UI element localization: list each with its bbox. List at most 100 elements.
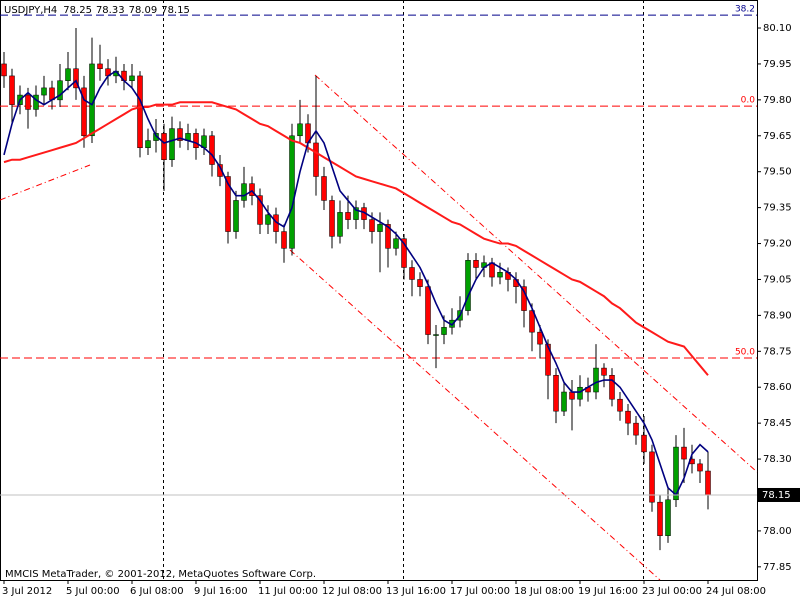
candle-body xyxy=(665,499,671,536)
y-tick-label: 79.80 xyxy=(763,95,792,106)
x-tick-label: 9 Jul 16:00 xyxy=(194,586,248,597)
moving-average xyxy=(3,101,709,376)
channel-lines xyxy=(0,74,758,581)
level-label: 0.0 xyxy=(741,96,756,106)
data-layer: 38.2 0.0 50.0 xyxy=(0,5,757,551)
channel-line xyxy=(289,249,661,581)
last-low: 78.09 xyxy=(129,5,158,16)
y-tick-label: 78.90 xyxy=(763,310,792,321)
candle-body xyxy=(441,327,447,335)
last-price-box xyxy=(758,487,800,502)
header: USDJPY,H4 78.25 78.33 78.09 78.15 xyxy=(4,5,190,16)
symbol: USDJPY,H4 xyxy=(4,5,57,16)
footer: MMCIS MetaTrader, © 2001-2012, MetaQuote… xyxy=(5,569,316,580)
y-tick-label: 79.05 xyxy=(763,274,792,285)
candle-body xyxy=(425,286,431,335)
y-tick-label: 77.85 xyxy=(763,562,792,573)
x-tick-label: 6 Jul 08:00 xyxy=(130,586,184,597)
last-close: 78.15 xyxy=(161,5,190,16)
candle-body xyxy=(129,75,135,81)
candle-body xyxy=(465,260,471,311)
y-tick-label: 79.20 xyxy=(763,239,792,250)
candle-body xyxy=(377,224,383,232)
period-separators xyxy=(163,0,644,580)
candle-body xyxy=(569,391,575,400)
y-tick-label: 80.10 xyxy=(763,23,792,34)
candle-body xyxy=(137,75,143,149)
x-tick-label: 17 Jul 00:00 xyxy=(450,586,510,597)
y-tick-label: 78.30 xyxy=(763,454,792,465)
candle-body xyxy=(473,260,479,268)
y-tick-label: 79.50 xyxy=(763,167,792,178)
candle-body xyxy=(97,63,103,69)
x-tick-label: 24 Jul 08:00 xyxy=(706,586,766,597)
candle-body xyxy=(313,142,319,177)
candle-body xyxy=(577,386,583,400)
candle-body xyxy=(625,410,631,424)
y-tick-label: 79.65 xyxy=(763,131,792,142)
candle-body xyxy=(225,176,231,232)
candle-body xyxy=(297,123,303,137)
candle-body xyxy=(561,391,567,412)
y-tick-label: 79.35 xyxy=(763,203,792,214)
candle-body xyxy=(9,75,15,105)
channel-line xyxy=(0,164,91,201)
candle-body xyxy=(537,331,543,345)
candle-body xyxy=(233,200,239,232)
candle-body xyxy=(697,463,703,472)
candle-body xyxy=(609,375,615,400)
candle-body xyxy=(401,238,407,268)
y-tick-label: 78.60 xyxy=(763,382,792,393)
candle-body xyxy=(417,279,423,287)
x-tick-label: 18 Jul 08:00 xyxy=(514,586,574,597)
last-price-label: 78.15 xyxy=(762,490,791,501)
candle-body xyxy=(681,446,687,460)
candle-body xyxy=(337,212,343,237)
candle-body xyxy=(617,398,623,412)
candle-body xyxy=(145,140,151,149)
candle-body xyxy=(641,434,647,453)
level-label: 38.2 xyxy=(735,5,755,15)
x-tick-label: 12 Jul 08:00 xyxy=(322,586,382,597)
candle-body xyxy=(529,310,535,333)
candle-body xyxy=(169,128,175,160)
candle-body xyxy=(249,183,255,196)
x-tick-label: 19 Jul 16:00 xyxy=(578,586,638,597)
x-tick-label: 5 Jul 00:00 xyxy=(66,586,120,597)
y-tick-label: 78.45 xyxy=(763,418,792,429)
candle-body xyxy=(489,262,495,278)
candle-body xyxy=(673,446,679,501)
last-high: 78.33 xyxy=(96,5,125,16)
y-tick-label: 78.00 xyxy=(763,526,792,537)
channel-line xyxy=(314,74,758,473)
y-tick-label: 78.75 xyxy=(763,346,792,357)
candle-body xyxy=(1,63,7,77)
candle-body xyxy=(265,214,271,225)
y-tick-label: 79.95 xyxy=(763,59,792,70)
x-tick-label: 3 Jul 2012 xyxy=(2,586,52,597)
candle-body xyxy=(353,207,359,220)
candle-body xyxy=(257,195,263,225)
plot-frame xyxy=(0,0,758,581)
candle-body xyxy=(241,183,247,201)
candle-body xyxy=(409,267,415,280)
candle-body xyxy=(657,501,663,536)
level-label: 50.0 xyxy=(735,348,755,358)
candle-body xyxy=(289,135,295,249)
candle-body xyxy=(161,133,167,160)
candle-body xyxy=(593,367,599,393)
candle-body xyxy=(281,231,287,249)
candle-body xyxy=(545,343,551,376)
candle-body xyxy=(25,94,31,110)
candle-body xyxy=(705,470,711,496)
candle-body xyxy=(193,133,199,149)
candle-body xyxy=(601,367,607,376)
candle-body xyxy=(65,68,71,81)
candle-body xyxy=(633,422,639,436)
candle-body xyxy=(41,87,47,96)
x-tick-label: 23 Jul 00:00 xyxy=(642,586,702,597)
candle-body xyxy=(209,135,215,165)
candle-body xyxy=(177,128,183,141)
